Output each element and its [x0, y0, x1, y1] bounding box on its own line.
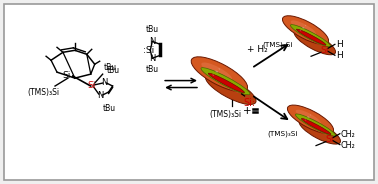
- Text: H: H: [336, 40, 342, 49]
- Ellipse shape: [300, 30, 301, 31]
- Text: N: N: [149, 54, 155, 63]
- Text: N: N: [149, 37, 155, 46]
- Ellipse shape: [301, 118, 331, 135]
- Text: Si:: Si:: [243, 98, 256, 108]
- Ellipse shape: [296, 29, 326, 45]
- Ellipse shape: [201, 63, 232, 81]
- Text: Si: Si: [63, 71, 71, 80]
- Ellipse shape: [287, 105, 333, 134]
- Ellipse shape: [296, 114, 336, 136]
- Ellipse shape: [291, 20, 316, 35]
- Ellipse shape: [294, 29, 336, 55]
- Text: CH₂: CH₂: [341, 130, 356, 139]
- Ellipse shape: [302, 27, 305, 29]
- Text: (TMS)₃Si: (TMS)₃Si: [263, 41, 293, 48]
- Text: Si: Si: [326, 135, 334, 144]
- Ellipse shape: [310, 115, 311, 116]
- Ellipse shape: [312, 124, 330, 135]
- Ellipse shape: [307, 116, 310, 118]
- Ellipse shape: [201, 68, 250, 95]
- Ellipse shape: [218, 68, 220, 70]
- Text: N: N: [98, 91, 104, 100]
- Ellipse shape: [305, 25, 306, 26]
- Text: +: +: [243, 106, 252, 116]
- Text: tBu: tBu: [103, 104, 116, 113]
- Text: + H₂: + H₂: [247, 45, 268, 54]
- Text: tBu: tBu: [146, 65, 159, 74]
- Text: tBu: tBu: [107, 66, 120, 75]
- Text: :Si: :Si: [143, 46, 154, 55]
- Ellipse shape: [305, 119, 306, 121]
- Text: (TMS)₃Si: (TMS)₃Si: [210, 110, 242, 119]
- Text: H: H: [336, 51, 342, 60]
- Text: CH₂: CH₂: [341, 141, 356, 150]
- Ellipse shape: [221, 80, 244, 93]
- Ellipse shape: [208, 73, 245, 93]
- Text: (TMS)₃Si: (TMS)₃Si: [27, 89, 59, 98]
- Text: (TMS)₃Si: (TMS)₃Si: [268, 130, 298, 137]
- Ellipse shape: [191, 57, 248, 92]
- Text: tBu: tBu: [146, 25, 159, 34]
- Text: Si: Si: [321, 46, 329, 55]
- Text: N: N: [101, 78, 108, 87]
- Text: Si: Si: [88, 81, 96, 90]
- Ellipse shape: [290, 25, 331, 47]
- Ellipse shape: [282, 16, 328, 44]
- Ellipse shape: [215, 71, 218, 73]
- Text: tBu: tBu: [104, 63, 117, 72]
- Ellipse shape: [299, 119, 341, 144]
- Ellipse shape: [296, 110, 321, 125]
- Ellipse shape: [307, 34, 325, 45]
- Ellipse shape: [205, 74, 256, 105]
- Ellipse shape: [212, 74, 214, 76]
